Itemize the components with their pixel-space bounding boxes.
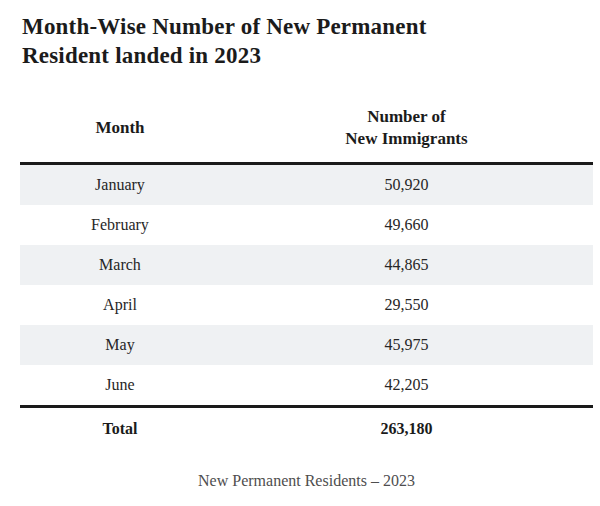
page: Month-Wise Number of New Permanent Resid… [0, 0, 600, 506]
table-body: January 50,920 February 49,660 March 44,… [20, 164, 593, 451]
page-title-line1: Month-Wise Number of New Permanent [22, 12, 600, 41]
column-header-number: Number of New Immigrants [220, 96, 593, 164]
total-value-cell: 263,180 [220, 407, 593, 451]
month-cell: February [20, 205, 220, 245]
month-cell: May [20, 325, 220, 365]
month-cell: January [20, 164, 220, 206]
table-row: April 29,550 [20, 285, 593, 325]
table-row: February 49,660 [20, 205, 593, 245]
column-header-number-line2: New Immigrants [220, 128, 593, 150]
table-total-row: Total 263,180 [20, 407, 593, 451]
table-row: March 44,865 [20, 245, 593, 285]
table-header-row: Month Number of New Immigrants [20, 96, 593, 164]
page-title: Month-Wise Number of New Permanent Resid… [22, 12, 600, 70]
value-cell: 45,975 [220, 325, 593, 365]
value-cell: 42,205 [220, 365, 593, 407]
value-cell: 49,660 [220, 205, 593, 245]
immigrants-table: Month Number of New Immigrants January 5… [20, 96, 593, 450]
value-cell: 44,865 [220, 245, 593, 285]
table-row: May 45,975 [20, 325, 593, 365]
month-cell: April [20, 285, 220, 325]
value-cell: 50,920 [220, 164, 593, 206]
column-header-month: Month [20, 96, 220, 164]
page-title-line2: Resident landed in 2023 [22, 41, 600, 70]
column-header-number-line1: Number of [220, 106, 593, 128]
month-cell: June [20, 365, 220, 407]
value-cell: 29,550 [220, 285, 593, 325]
table-caption: New Permanent Residents – 2023 [20, 472, 593, 490]
table-row: June 42,205 [20, 365, 593, 407]
total-label-cell: Total [20, 407, 220, 451]
table-row: January 50,920 [20, 164, 593, 206]
month-cell: March [20, 245, 220, 285]
table-header: Month Number of New Immigrants [20, 96, 593, 164]
